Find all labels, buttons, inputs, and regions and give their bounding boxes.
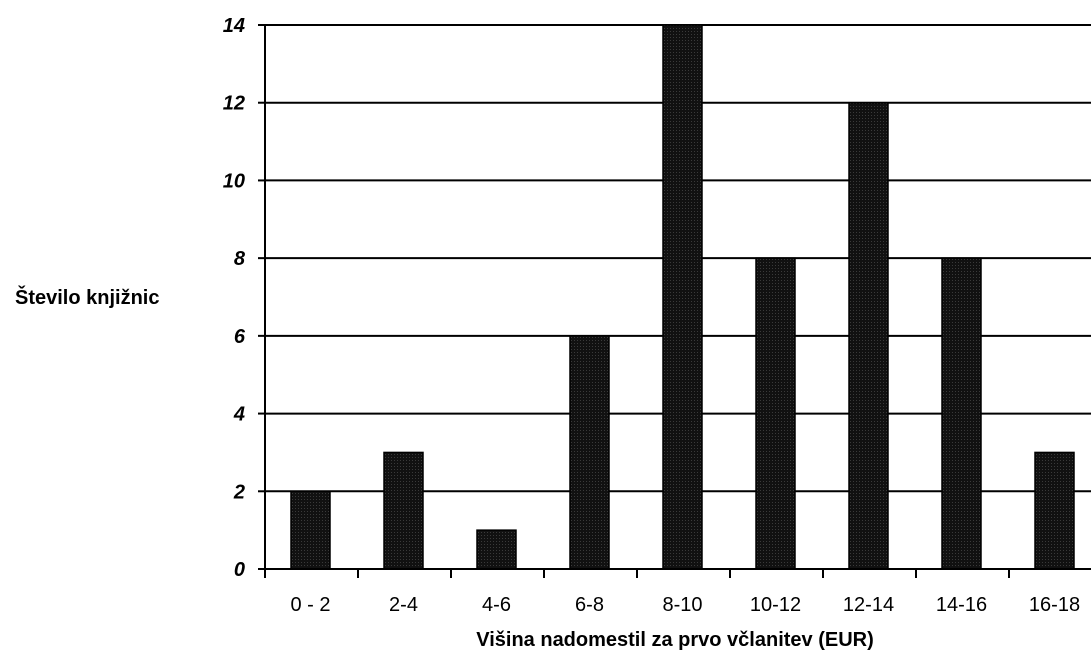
axes [258,24,1091,578]
x-tick-label: 10-12 [750,594,801,616]
y-tick-label: 2 [233,481,245,503]
bar [941,257,982,570]
x-tick-label: 16-18 [1029,594,1080,616]
bars [290,24,1075,570]
y-tick-label: 8 [234,248,246,270]
bar [290,490,331,570]
bar [848,101,889,570]
y-tick-label: 14 [223,15,245,37]
x-axis-title: Višina nadomestil za prvo včlanitev (EUR… [476,629,874,651]
bar [476,529,517,570]
x-tick-label: 4-6 [482,594,511,616]
y-tick-labels: 0 2 4 6 8 10 12 14 [223,15,246,581]
bar [662,24,703,570]
x-tick-label: 0 - 2 [290,594,330,616]
y-tick-label: 10 [223,170,245,192]
bar [1034,451,1075,570]
x-tick-label: 2-4 [389,594,418,616]
bar [569,335,610,570]
y-tick-label: 12 [223,93,245,115]
bar [755,257,796,570]
bar [383,451,424,570]
y-tick-label: 0 [234,559,245,581]
x-tick-label: 12-14 [843,594,894,616]
y-tick-label: 4 [233,404,245,426]
y-tick-label: 6 [234,326,246,348]
x-tick-label: 14-16 [936,594,987,616]
x-tick-label: 8-10 [662,594,702,616]
y-axis-title: Število knjižnic [15,285,159,309]
x-tick-labels: 0 - 2 2-4 4-6 6-8 8-10 10-12 12-14 14-16 16-18 [290,594,1080,616]
x-tick-label: 6-8 [575,594,604,616]
